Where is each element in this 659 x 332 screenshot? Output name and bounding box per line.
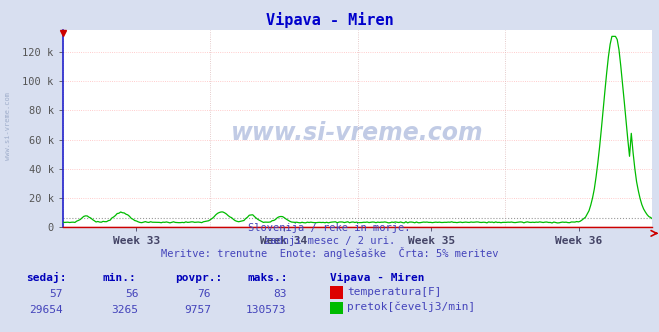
Text: zadnji mesec / 2 uri.: zadnji mesec / 2 uri. [264, 236, 395, 246]
Text: 130573: 130573 [246, 305, 287, 315]
Text: povpr.:: povpr.: [175, 273, 222, 283]
Text: Slovenija / reke in morje.: Slovenija / reke in morje. [248, 223, 411, 233]
Text: Vipava - Miren: Vipava - Miren [330, 273, 424, 283]
Text: www.si-vreme.com: www.si-vreme.com [5, 92, 11, 160]
Text: 83: 83 [273, 289, 287, 299]
Text: pretok[čevelj3/min]: pretok[čevelj3/min] [347, 302, 476, 312]
Text: min.:: min.: [102, 273, 136, 283]
Text: 29654: 29654 [29, 305, 63, 315]
Text: www.si-vreme.com: www.si-vreme.com [231, 121, 484, 145]
Text: 56: 56 [125, 289, 138, 299]
Text: 3265: 3265 [111, 305, 138, 315]
Text: maks.:: maks.: [247, 273, 287, 283]
Text: 76: 76 [198, 289, 211, 299]
Text: temperatura[F]: temperatura[F] [347, 287, 442, 297]
Text: Meritve: trenutne  Enote: anglešaške  Črta: 5% meritev: Meritve: trenutne Enote: anglešaške Črta… [161, 247, 498, 259]
Text: Vipava - Miren: Vipava - Miren [266, 12, 393, 28]
Text: 9757: 9757 [184, 305, 211, 315]
Text: sedaj:: sedaj: [26, 272, 67, 283]
Text: 57: 57 [49, 289, 63, 299]
